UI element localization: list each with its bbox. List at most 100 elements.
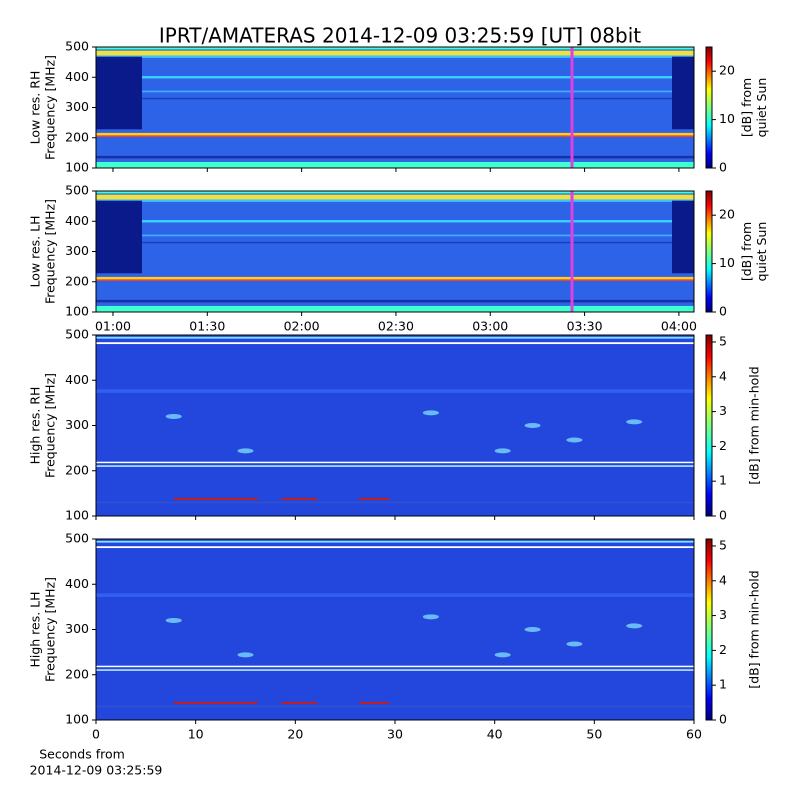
y-tick-label: 300 xyxy=(65,99,89,114)
heatmap-band xyxy=(96,55,694,58)
heatmap-blob xyxy=(422,410,439,416)
heatmap-blob xyxy=(626,623,643,629)
heatmap-blob xyxy=(237,448,254,454)
heatmap-band xyxy=(96,546,694,549)
heatmap-burst xyxy=(281,497,318,500)
x-tick-label: 60 xyxy=(686,727,702,742)
colorbar-tick-label: 0 xyxy=(719,160,727,175)
y-tick-label: 500 xyxy=(65,327,89,342)
heatmap-blob xyxy=(524,627,541,632)
heatmap-band xyxy=(96,669,694,671)
heatmap-band xyxy=(96,47,694,50)
heatmap-gap xyxy=(672,56,694,130)
y-tick-label: 300 xyxy=(65,243,89,258)
heatmap-band xyxy=(96,220,694,223)
colorbar-tick-label: 10 xyxy=(719,111,735,126)
heatmap-blob xyxy=(566,437,583,443)
y-axis-label: Low res. RH xyxy=(28,71,43,145)
y-tick-label: 100 xyxy=(65,712,89,727)
heatmap-band xyxy=(96,132,694,136)
y-tick-label: 500 xyxy=(65,39,89,54)
heatmap-band xyxy=(96,593,694,597)
y-tick-label: 400 xyxy=(65,213,89,228)
colorbar-label: quiet Sun xyxy=(754,222,769,282)
y-axis-label: Frequency [MHz] xyxy=(43,577,58,682)
heatmap-band xyxy=(96,501,694,504)
heatmap-gap xyxy=(96,56,142,130)
y-tick-label: 200 xyxy=(65,666,89,681)
colorbar-label: [dB] from min-hold xyxy=(747,366,762,484)
heatmap-band xyxy=(96,279,694,281)
colorbar-tick-label: 1 xyxy=(719,677,727,692)
colorbar-tick-label: 4 xyxy=(719,368,727,383)
colorbar xyxy=(705,538,713,721)
heatmap-band xyxy=(96,305,694,312)
x-tick-label: 0 xyxy=(92,727,100,742)
x-tick-label: 02:00 xyxy=(284,319,320,334)
heatmap-band xyxy=(96,97,694,100)
y-tick-label: 100 xyxy=(65,304,89,319)
heatmap-background xyxy=(96,539,694,720)
heatmap-blob xyxy=(494,448,511,454)
y-axis-label: High res. RH xyxy=(28,387,43,465)
y-tick-label: 100 xyxy=(65,508,89,523)
heatmap-blob xyxy=(237,652,254,658)
heatmap-blob xyxy=(566,641,583,647)
colorbar-label: quiet Sun xyxy=(754,78,769,138)
colorbar-tick-label: 10 xyxy=(719,255,735,270)
heatmap-burst xyxy=(173,701,258,704)
colorbar-tick-label: 2 xyxy=(719,642,727,657)
x-tick-label: 02:30 xyxy=(378,319,414,334)
colorbar-tick-label: 0 xyxy=(719,712,727,727)
y-tick-label: 300 xyxy=(65,417,89,432)
heatmap-blob xyxy=(165,617,182,623)
x-tick-label: 20 xyxy=(287,727,303,742)
y-tick-label: 200 xyxy=(65,273,89,288)
y-axis-label: High res. LH xyxy=(28,591,43,667)
heatmap-band xyxy=(96,191,694,194)
heatmap-gap xyxy=(96,200,142,274)
colorbar-tick-label: 5 xyxy=(719,537,727,552)
y-tick-label: 400 xyxy=(65,576,89,591)
heatmap-band xyxy=(96,342,694,345)
x-tick-label: 01:00 xyxy=(95,319,131,334)
heatmap-band xyxy=(96,299,694,303)
y-tick-label: 200 xyxy=(65,462,89,477)
colorbar-tick-label: 3 xyxy=(719,607,727,622)
heatmap-band xyxy=(96,705,694,708)
heatmap-band xyxy=(96,135,694,137)
colorbar xyxy=(705,46,713,169)
heatmap-band xyxy=(96,389,694,393)
y-tick-label: 300 xyxy=(65,621,89,636)
x-axis-label: 2014-12-09 03:25:59 xyxy=(30,763,163,778)
heatmap-burst xyxy=(359,701,390,704)
heatmap-band xyxy=(96,465,694,467)
colorbar-tick-label: 2 xyxy=(719,438,727,453)
colorbar-label: [dB] from min-hold xyxy=(747,570,762,688)
colorbar xyxy=(705,190,713,313)
heatmap-blob xyxy=(626,419,643,425)
x-tick-label: 03:30 xyxy=(567,319,603,334)
heatmap-band xyxy=(96,336,694,339)
heatmap-band xyxy=(96,155,694,159)
y-axis-label: Frequency [MHz] xyxy=(43,199,58,304)
x-axis-label: Seconds from xyxy=(39,747,125,762)
heatmap-burst xyxy=(359,497,390,500)
y-tick-label: 400 xyxy=(65,372,89,387)
colorbar-tick-label: 1 xyxy=(719,473,727,488)
x-tick-label: 04:00 xyxy=(661,319,697,334)
heatmap-band xyxy=(96,50,694,56)
chart-title: IPRT/AMATERAS 2014-12-09 03:25:59 [UT] 0… xyxy=(159,24,641,48)
heatmap-band xyxy=(96,234,694,237)
x-tick-label: 50 xyxy=(586,727,602,742)
heatmap-blob xyxy=(524,423,541,428)
x-tick-label: 40 xyxy=(487,727,503,742)
x-tick-label: 03:00 xyxy=(472,319,508,334)
heatmap-band xyxy=(96,76,694,79)
y-axis-label: Low res. LH xyxy=(28,216,43,288)
colorbar-tick-label: 20 xyxy=(719,63,735,78)
y-axis-label: Frequency [MHz] xyxy=(43,373,58,478)
heatmap-background xyxy=(96,47,694,168)
colorbar-label: [dB] from xyxy=(739,222,754,281)
heatmap-band xyxy=(96,199,694,202)
